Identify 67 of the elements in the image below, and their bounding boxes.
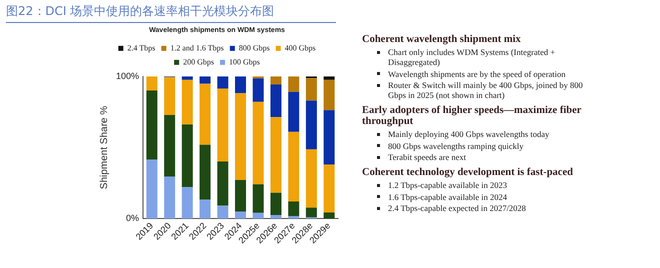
bar [252,212,264,219]
bar [288,216,300,219]
text: Terabit speeds are next [388,152,467,162]
bar [324,212,335,219]
text: 1.2 Tbps-capable available in 2023 [388,180,508,190]
bar [200,76,211,84]
bar [146,159,158,219]
bar [164,176,176,219]
text: Router & Switch will mainly be 400 Gbps, joined by 800 Gbps in 2025 (not shown in chart) [388,80,584,100]
bar [200,84,211,145]
text: Wavelength shipments are by the speed of operation [388,68,567,78]
bar [200,199,211,219]
bar [217,161,228,206]
bar [200,144,211,200]
bar [306,208,317,218]
bar [306,78,317,101]
text: 2.4 Tbps-capable expected in 2027/2028 [388,203,527,213]
bar [252,102,264,184]
bar [306,149,317,208]
text: 1.6 Tbps-capable available in 2024 [388,192,508,202]
y-tick-label: 0% [126,213,140,224]
legend-label: 200 Gbps [183,57,214,66]
legend-label: 100 Gbps [229,57,260,66]
bar [217,76,228,88]
legend-label: 1.2 and 1.6 Tbps [170,43,224,52]
text: Early adopters of higher speeds—maximize fiber throughput [362,105,582,127]
text: 800 Gbps wavelengths ramping quickly [388,140,525,150]
bar [164,114,176,177]
bar [270,214,282,219]
bar [182,124,193,188]
bar [146,76,158,90]
bar [182,76,193,80]
bar [270,117,282,193]
bar [252,78,264,102]
bar [306,100,317,150]
bar [182,80,193,124]
legend-label: 2.4 Tbps [127,43,156,52]
bar [217,206,228,219]
bar [235,212,246,219]
bar [235,93,246,180]
y-tick-label: 100% [116,70,140,81]
bar [235,180,246,212]
text: Chart only includes WDM Systems (Integrated + Disaggregated) [388,47,556,67]
bar [288,76,300,92]
chart-title: 图22：DCI 场景中使用的各速率相干光模块分布图 [6,3,336,23]
bar [324,80,335,110]
legend-label: 400 Gbps [284,43,316,52]
bar [270,192,282,215]
bar [217,88,228,162]
bar [288,132,300,202]
bar [252,184,264,213]
bar [324,164,335,213]
bar [270,84,282,118]
bar [324,110,335,165]
bar [270,76,282,85]
bar [182,187,193,219]
text: Mainly deploying 400 Gbps wavelengths today [388,129,550,139]
bar [146,90,158,160]
bar [235,76,246,94]
text: Coherent technology development is fast-paced [362,167,574,178]
bar [288,92,300,132]
bar [324,76,335,80]
legend-label: 800 Gbps [238,43,270,52]
text: Coherent wavelength shipment mix [362,34,522,45]
y-axis-title: Shipment Share % [98,106,110,190]
bar [164,77,176,115]
bar [288,201,300,216]
